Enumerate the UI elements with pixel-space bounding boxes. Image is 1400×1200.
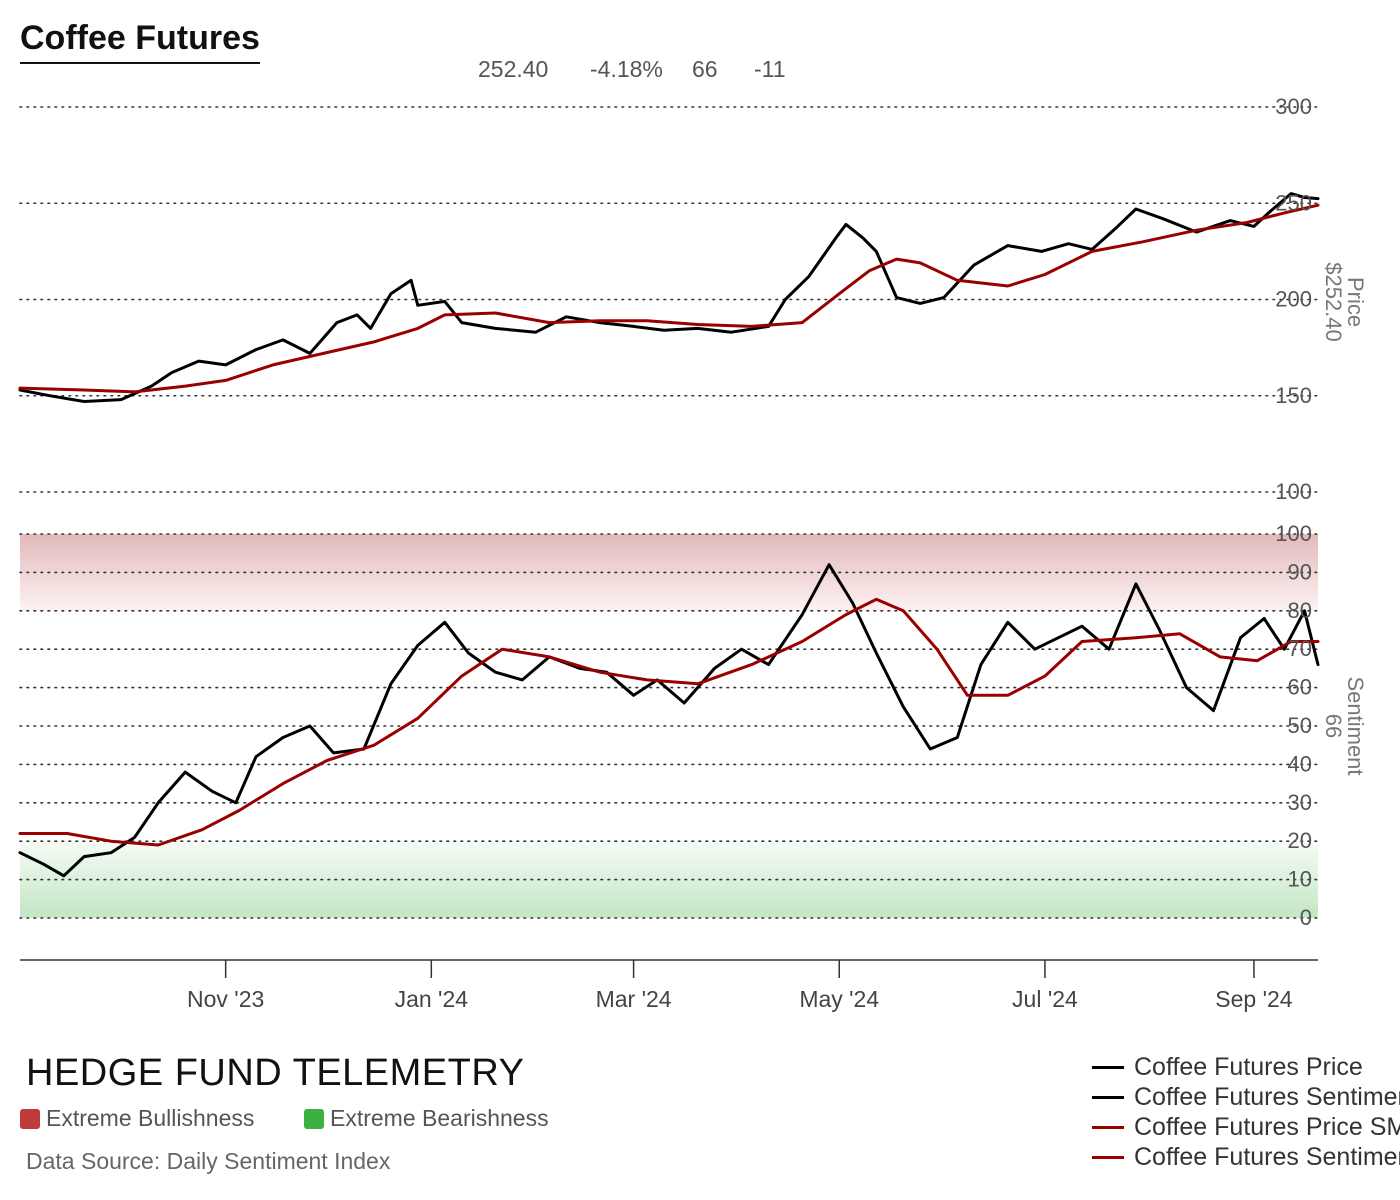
key-extreme-bearishness: Extreme Bearishness — [304, 1105, 549, 1132]
sentiment-axis-value: 66 — [1321, 714, 1346, 738]
coffee-futures-chart: 100 150 200 250 300 0 10 20 30 40 50 60 70 80 90 100 Nov… — [18, 94, 1368, 1012]
series-line-coffee-futures-sentiment-sma — [18, 597, 1320, 847]
x-tick-label: Nov '23 — [187, 986, 264, 1012]
y-tick-label: 250 — [1275, 190, 1312, 215]
y-tick-label: 100 — [1275, 479, 1312, 504]
y-tick-label: 300 — [1275, 94, 1312, 119]
y-tick-label: 50 — [1288, 713, 1312, 738]
y-tick-label: 30 — [1288, 790, 1312, 815]
sentiment-axis-label: Sentiment — [1343, 676, 1368, 775]
stat-sentiment: 66 — [692, 56, 718, 82]
y-tick-label: 90 — [1288, 559, 1312, 584]
price-axis-value: $252.40 — [1321, 262, 1346, 342]
legend-line-icon — [1092, 1155, 1124, 1159]
y-tick-label: 70 — [1288, 636, 1312, 661]
legend-label: Coffee Futures Sentiment SMA — [1134, 1142, 1400, 1171]
series-line-coffee-futures-price-sma — [18, 203, 1320, 394]
chart-legend: Coffee Futures Price Coffee Futures Sent… — [1092, 1052, 1400, 1172]
sentiment-band-bearish — [20, 841, 1318, 918]
stat-last-price: 252.40 — [478, 56, 549, 82]
sentiment-band-bullish — [20, 534, 1318, 611]
y-tick-label: 10 — [1288, 867, 1312, 892]
chart-title: Coffee Futures — [20, 18, 260, 64]
price-axis-label: Price — [1343, 277, 1368, 327]
y-tick-label: 200 — [1275, 287, 1312, 312]
bearish-swatch — [304, 1108, 324, 1129]
legend-label: Coffee Futures Sentiment — [1134, 1082, 1400, 1111]
x-tick-label: Mar '24 — [596, 986, 672, 1012]
y-tick-label: 150 — [1275, 383, 1312, 408]
brand-name: HEDGE FUND TELEMETRY — [26, 1052, 525, 1094]
legend-item-price-sma[interactable]: Coffee Futures Price SMA — [1092, 1112, 1400, 1142]
stat-sentiment-change: -11 — [754, 56, 786, 82]
key-label: Extreme Bearishness — [330, 1105, 549, 1131]
y-tick-label: 20 — [1288, 828, 1312, 853]
y-tick-label: 0 — [1300, 905, 1312, 930]
legend-line-icon — [1092, 1125, 1124, 1129]
legend-item-sentiment-sma[interactable]: Coffee Futures Sentiment SMA — [1092, 1142, 1400, 1172]
legend-label: Coffee Futures Price — [1134, 1052, 1363, 1081]
legend-item-price[interactable]: Coffee Futures Price — [1092, 1052, 1400, 1082]
legend-line-icon — [1092, 1065, 1124, 1069]
stat-pct-change: -4.18% — [590, 56, 663, 82]
legend-line-icon — [1092, 1095, 1124, 1099]
y-tick-label: 100 — [1275, 521, 1312, 546]
bullish-swatch — [20, 1108, 40, 1129]
x-tick-label: Sep '24 — [1215, 986, 1292, 1012]
y-tick-label: 60 — [1288, 675, 1312, 700]
y-tick-label: 80 — [1288, 598, 1312, 623]
series-line-coffee-futures-sentiment — [18, 563, 1320, 878]
x-tick-label: Jul '24 — [1012, 986, 1078, 1012]
x-tick-label: May '24 — [799, 986, 879, 1012]
legend-label: Coffee Futures Price SMA — [1134, 1112, 1400, 1141]
legend-item-sentiment[interactable]: Coffee Futures Sentiment — [1092, 1082, 1400, 1112]
key-label: Extreme Bullishness — [46, 1105, 255, 1131]
y-tick-label: 40 — [1288, 751, 1312, 776]
key-extreme-bullishness: Extreme Bullishness — [20, 1105, 254, 1132]
x-tick-label: Jan '24 — [395, 986, 469, 1012]
series-line-coffee-futures-price — [18, 192, 1320, 403]
data-source: Data Source: Daily Sentiment Index — [26, 1148, 391, 1174]
